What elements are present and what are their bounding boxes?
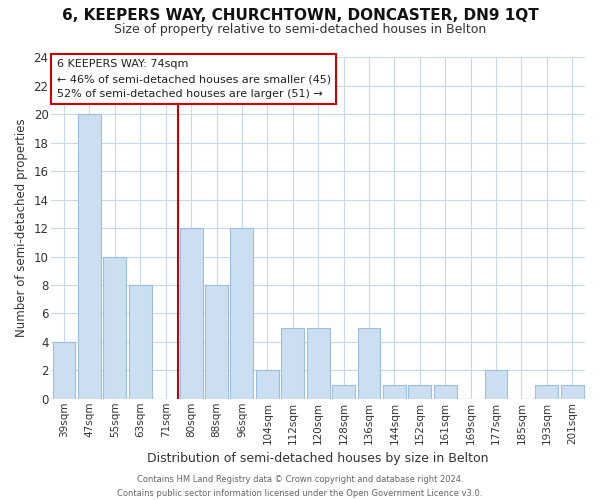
Bar	[485, 370, 508, 399]
Text: Size of property relative to semi-detached houses in Belton: Size of property relative to semi-detach…	[114, 22, 486, 36]
Bar	[409, 384, 431, 399]
Bar	[383, 384, 406, 399]
Bar	[332, 384, 355, 399]
Bar	[358, 328, 380, 399]
Bar	[129, 285, 152, 399]
Bar	[256, 370, 279, 399]
X-axis label: Distribution of semi-detached houses by size in Belton: Distribution of semi-detached houses by …	[148, 452, 489, 465]
Bar	[78, 114, 101, 399]
Bar	[561, 384, 584, 399]
Bar	[53, 342, 76, 399]
Text: 6 KEEPERS WAY: 74sqm
← 46% of semi-detached houses are smaller (45)
52% of semi-: 6 KEEPERS WAY: 74sqm ← 46% of semi-detac…	[56, 59, 331, 99]
Bar	[434, 384, 457, 399]
Bar	[535, 384, 559, 399]
Bar	[307, 328, 329, 399]
Bar	[179, 228, 203, 399]
Text: 6, KEEPERS WAY, CHURCHTOWN, DONCASTER, DN9 1QT: 6, KEEPERS WAY, CHURCHTOWN, DONCASTER, D…	[62, 8, 538, 22]
Text: Contains HM Land Registry data © Crown copyright and database right 2024.
Contai: Contains HM Land Registry data © Crown c…	[118, 476, 482, 498]
Bar	[103, 256, 127, 399]
Y-axis label: Number of semi-detached properties: Number of semi-detached properties	[15, 119, 28, 338]
Bar	[281, 328, 304, 399]
Bar	[230, 228, 253, 399]
Bar	[205, 285, 228, 399]
